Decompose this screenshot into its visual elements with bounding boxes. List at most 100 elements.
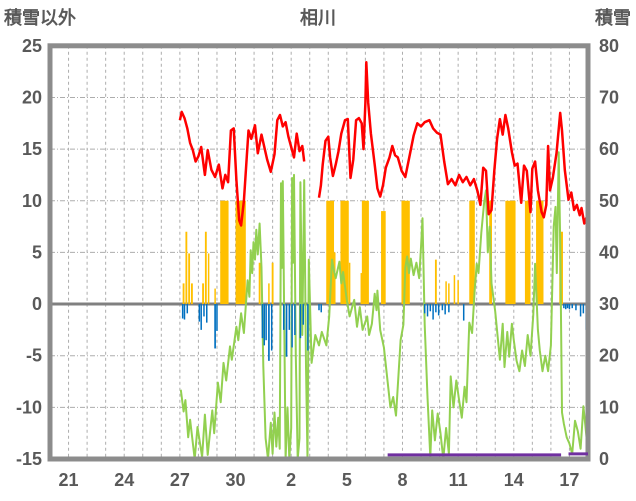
blue-bar (198, 304, 201, 322)
red-line-series (178, 61, 588, 234)
right-tick-label: 60 (599, 139, 619, 159)
orange-bar (434, 259, 437, 305)
orange-bar (185, 231, 188, 305)
right-tick-label: 70 (599, 87, 619, 107)
right-tick-label: 20 (599, 346, 619, 366)
blue-bar (206, 304, 208, 323)
right-axis-title: 積雪 (595, 8, 631, 28)
blue-bar (426, 304, 429, 317)
right-tick-label: 50 (599, 191, 619, 211)
blue-bar (216, 304, 218, 331)
blue-bar (579, 304, 582, 317)
left-axis-title: 積雪以外 (4, 8, 76, 28)
blue-bar (294, 304, 296, 336)
orange-bar (445, 281, 447, 305)
green-line-series (179, 151, 588, 460)
orange-bar (453, 275, 456, 305)
blue-bar (307, 304, 309, 351)
left-tick-label: 10 (22, 191, 42, 211)
blue-bar (318, 304, 320, 311)
blue-bar (288, 304, 291, 330)
left-tick-label: -10 (16, 397, 42, 417)
left-tick-label: -15 (16, 449, 42, 469)
orange-bar (202, 283, 204, 305)
blue-bar (571, 304, 573, 309)
orange-bar (182, 283, 185, 305)
left-tick-label: 20 (22, 87, 42, 107)
right-tick-label: 10 (599, 397, 619, 417)
blue-bar (181, 304, 184, 319)
blue-bar (302, 304, 304, 325)
blue-bar (183, 304, 186, 320)
blue-bar (432, 304, 434, 320)
orange-bar (381, 211, 386, 305)
blue-bar (566, 304, 569, 309)
blue-bar (200, 304, 202, 330)
left-tick-label: 15 (22, 139, 42, 159)
right-tick-label: 40 (599, 242, 619, 262)
blue-bar (291, 304, 293, 348)
orange-bar (207, 253, 210, 305)
blue-bar (437, 304, 440, 316)
blue-bar (429, 304, 432, 312)
blue-bar (263, 304, 266, 346)
plot-frame (47, 43, 591, 462)
orange-bar (220, 200, 229, 305)
orange-bar (258, 262, 261, 305)
blue-bar (423, 304, 426, 314)
blue-bar (285, 304, 288, 357)
blue-bars-series (181, 304, 587, 361)
x-tick-label: 11 (449, 470, 468, 490)
x-tick-label: 27 (170, 470, 190, 490)
x-tick-label: 8 (397, 470, 407, 490)
x-tick-label: 21 (59, 470, 79, 490)
blue-bar (564, 304, 567, 310)
orange-bar (271, 262, 274, 305)
gridlines (50, 45, 588, 459)
orange-bar (448, 283, 450, 305)
blue-bar (444, 304, 446, 315)
left-tick-label: -5 (26, 346, 42, 366)
right-tick-label: 80 (599, 36, 619, 56)
blue-bar (462, 304, 465, 321)
right-tick-label: 0 (599, 449, 609, 469)
purple-line-series (387, 452, 588, 457)
orange-bar (235, 200, 246, 305)
orange-bar (469, 200, 475, 305)
orange-bar (214, 288, 216, 305)
blue-bar (441, 304, 444, 311)
orange-bar (536, 200, 544, 305)
orange-bar (360, 273, 363, 305)
orange-bar (505, 200, 516, 305)
blue-bar (563, 304, 565, 309)
blue-bar (299, 304, 302, 339)
orange-bar (348, 262, 351, 305)
blue-bar (320, 304, 322, 313)
blue-bar (186, 304, 189, 314)
blue-bar (203, 304, 205, 317)
right-axis-ticks: 80 70 60 50 40 30 20 10 0 (599, 36, 619, 469)
blue-bar (435, 304, 437, 313)
blue-bar (568, 304, 571, 310)
blue-bar (582, 304, 585, 314)
orange-bar (340, 200, 349, 305)
blue-bar (448, 304, 450, 313)
orange-bar (188, 253, 191, 305)
blue-bar (575, 304, 577, 311)
x-axis-ticks: 21 24 27 30 2 5 8 11 14 17 (59, 470, 580, 490)
page-title: 相川 (300, 8, 336, 28)
orange-bar (326, 200, 335, 305)
orange-bar (204, 231, 207, 305)
x-tick-label: 24 (114, 470, 134, 490)
blue-bar (268, 304, 270, 361)
orange-bar (401, 200, 410, 305)
blue-bar (265, 304, 267, 341)
x-tick-label: 17 (559, 470, 579, 490)
blue-bar (270, 304, 273, 351)
orange-bar (457, 280, 459, 305)
x-tick-label: 2 (286, 470, 296, 490)
orange-bar (361, 200, 369, 305)
left-tick-label: 25 (22, 36, 42, 56)
